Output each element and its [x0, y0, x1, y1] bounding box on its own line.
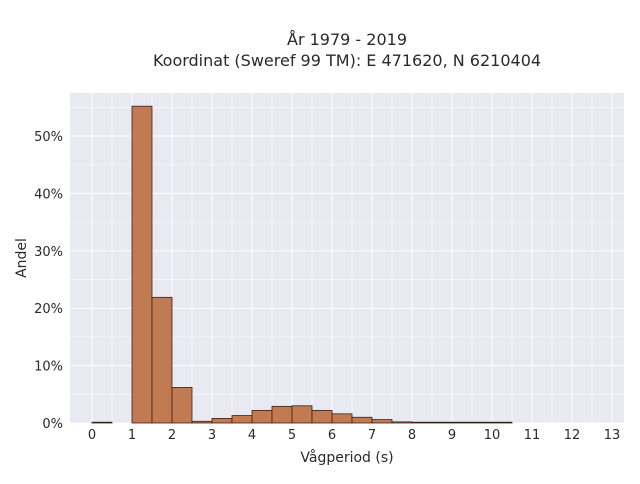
x-tick-label: 5: [288, 428, 296, 443]
x-axis-label: Vågperiod (s): [300, 449, 393, 466]
y-tick-label: 10%: [34, 360, 63, 375]
x-tick-label: 13: [604, 428, 621, 443]
chart-title-line2: Koordinat (Sweref 99 TM): E 471620, N 62…: [153, 51, 541, 70]
y-tick-label: 30%: [34, 245, 63, 260]
histogram-bar: [351, 416, 373, 424]
x-tick-label: 9: [448, 428, 456, 443]
x-tick-label: 1: [128, 428, 136, 443]
x-tick-label: 12: [564, 428, 581, 443]
y-tick-label: 50%: [34, 130, 63, 145]
histogram-bar: [311, 409, 333, 424]
x-tick-label: 11: [524, 428, 541, 443]
x-tick-label: 7: [368, 428, 376, 443]
y-tick-labels: 0% 10% 20% 30% 40% 50%: [34, 130, 63, 432]
bars: [91, 105, 513, 424]
y-tick-label: 0%: [42, 417, 63, 432]
histogram-bar: [211, 418, 233, 424]
histogram-bar: [491, 421, 513, 424]
y-tick-label: 20%: [34, 302, 63, 317]
histogram-bar: [191, 420, 213, 424]
histogram-bar: [411, 421, 433, 424]
histogram-bar: [171, 387, 193, 424]
x-tick-labels: 0 1 2 3 4 5 6 7 8 9 10 11 12 13: [88, 428, 620, 443]
x-tick-label: 4: [248, 428, 256, 443]
histogram-bar: [231, 415, 253, 424]
histogram-bar: [91, 421, 113, 424]
x-tick-label: 10: [484, 428, 501, 443]
x-tick-label: 8: [408, 428, 416, 443]
histogram-bar: [251, 409, 273, 424]
y-axis-label: Andel: [14, 238, 30, 278]
histogram-bar: [151, 296, 173, 424]
histogram-bar: [371, 419, 393, 424]
histogram-bar: [131, 105, 153, 424]
x-tick-label: 3: [208, 428, 216, 443]
histogram-bar: [291, 405, 313, 424]
x-tick-label: 0: [88, 428, 96, 443]
y-tick-label: 40%: [34, 187, 63, 202]
histogram-bar: [271, 405, 293, 424]
histogram-bar: [431, 421, 453, 424]
histogram-bar: [471, 421, 493, 424]
chart-title-line1: År 1979 - 2019: [287, 30, 407, 49]
histogram-bar: [331, 413, 353, 424]
x-tick-label: 2: [168, 428, 176, 443]
histogram-bar: [391, 421, 413, 424]
histogram-bar: [451, 421, 473, 424]
x-tick-label: 6: [328, 428, 336, 443]
